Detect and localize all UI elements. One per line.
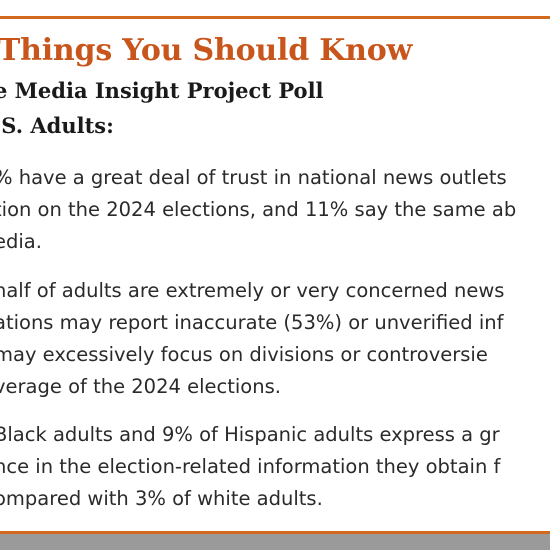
finding-line: may excessively focus on divisions or co… [0, 343, 488, 366]
bottom-divider [0, 531, 550, 534]
card-subtitle-line-2: .S. Adults: [0, 113, 114, 138]
finding-concern: half of adults are extremely or very con… [0, 275, 504, 403]
footer-band [0, 534, 550, 550]
finding-line: nce in the election-related information … [0, 455, 501, 478]
finding-line: ompared with 3% of white adults. [0, 487, 323, 510]
finding-line: verage of the 2024 elections. [0, 375, 281, 398]
finding-line: edia. [0, 230, 42, 253]
finding-line: ations may report inaccurate (53%) or un… [0, 311, 504, 334]
finding-line: Black adults and 9% of Hispanic adults e… [0, 423, 500, 446]
finding-trust: % have a great deal of trust in national… [0, 162, 516, 258]
finding-line: tion on the 2024 elections, and 11% say … [0, 198, 517, 221]
finding-line: half of adults are extremely or very con… [0, 279, 505, 302]
finding-confidence: Black adults and 9% of Hispanic adults e… [0, 419, 500, 515]
card-subtitle-line-1: e Media Insight Project Poll [0, 78, 324, 103]
top-divider [0, 16, 550, 19]
finding-line: % have a great deal of trust in national… [0, 166, 507, 189]
card-title: Things You Should Know [0, 33, 413, 68]
